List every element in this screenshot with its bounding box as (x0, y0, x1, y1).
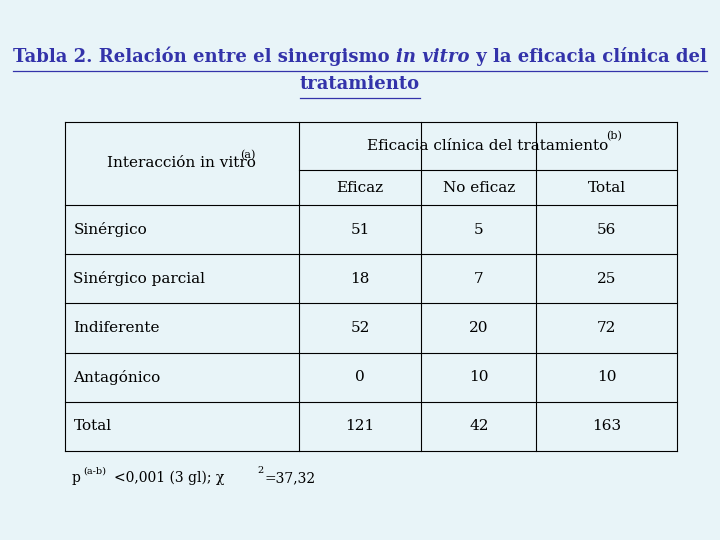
Text: 20: 20 (469, 321, 489, 335)
Text: in vitro: in vitro (396, 48, 470, 66)
Text: Tabla 2. Relación entre el sinergismo: Tabla 2. Relación entre el sinergismo (14, 47, 396, 66)
Text: (a): (a) (240, 150, 256, 160)
Text: <0,001 (3 gl); χ: <0,001 (3 gl); χ (114, 471, 224, 485)
Text: 18: 18 (351, 272, 369, 286)
Text: p: p (72, 471, 81, 485)
Text: 7: 7 (474, 272, 484, 286)
Text: y la eficacia clínica del: y la eficacia clínica del (470, 47, 707, 66)
Text: 51: 51 (351, 223, 369, 237)
Text: 10: 10 (469, 370, 489, 384)
Text: 52: 52 (351, 321, 369, 335)
Text: Eficaz: Eficaz (336, 181, 384, 194)
Text: 56: 56 (597, 223, 616, 237)
Text: Total: Total (73, 420, 112, 433)
Text: Interacción in vitro: Interacción in vitro (107, 157, 256, 170)
Text: 163: 163 (592, 420, 621, 433)
Text: (a-b): (a-b) (83, 467, 106, 475)
Text: 5: 5 (474, 223, 484, 237)
Text: Eficacia clínica del tratamiento: Eficacia clínica del tratamiento (367, 139, 608, 153)
Text: 25: 25 (597, 272, 616, 286)
Text: =37,32: =37,32 (265, 471, 316, 485)
Text: Antagónico: Antagónico (73, 370, 161, 384)
Text: 2: 2 (258, 467, 264, 475)
Text: 121: 121 (346, 420, 374, 433)
Text: Total: Total (588, 181, 626, 194)
Text: Sinérgico: Sinérgico (73, 222, 147, 237)
Text: tratamiento: tratamiento (300, 75, 420, 93)
Text: 10: 10 (597, 370, 616, 384)
Text: 42: 42 (469, 420, 489, 433)
Text: Indiferente: Indiferente (73, 321, 160, 335)
Text: 0: 0 (355, 370, 365, 384)
Text: (b): (b) (606, 131, 622, 141)
Text: No eficaz: No eficaz (443, 181, 515, 194)
Text: Sinérgico parcial: Sinérgico parcial (73, 272, 205, 286)
Text: 72: 72 (597, 321, 616, 335)
